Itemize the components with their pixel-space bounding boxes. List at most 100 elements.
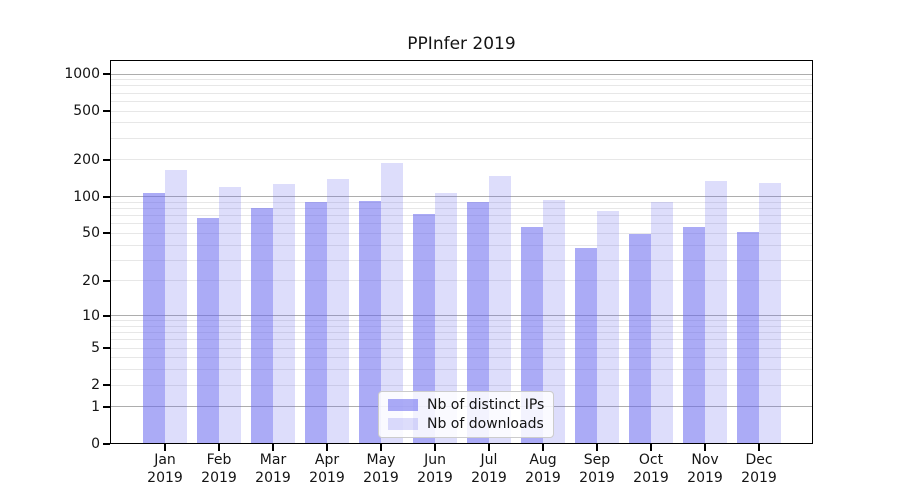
y-gridline-minor — [110, 347, 813, 349]
y-gridline-minor — [110, 332, 813, 334]
x-tick-label-year: 2019 — [579, 470, 615, 486]
y-gridline-minor — [110, 325, 813, 327]
x-tick-label-year: 2019 — [147, 470, 183, 486]
bar-downloads-apr — [327, 179, 349, 444]
x-tick-label-year: 2019 — [417, 470, 453, 486]
y-gridline-minor — [110, 259, 813, 261]
x-tick-label-month: Aug — [529, 452, 557, 468]
x-tick-label: Oct 2019 — [623, 451, 679, 487]
y-tick — [103, 158, 110, 161]
x-tick-label: Nov 2019 — [677, 451, 733, 487]
legend-label-distinct-ips: Nb of distinct IPs — [427, 397, 545, 413]
bar-downloads-aug — [543, 200, 565, 444]
y-gridline-minor — [110, 357, 813, 359]
legend-label-downloads: Nb of downloads — [427, 416, 544, 432]
x-tick — [380, 444, 382, 451]
x-tick — [758, 444, 760, 451]
x-tick — [326, 444, 328, 451]
y-gridline-minor — [110, 85, 813, 87]
y-tick — [103, 405, 110, 408]
legend-swatch-distinct-ips — [388, 399, 418, 411]
x-tick-label-month: Nov — [691, 452, 719, 468]
y-gridline-minor — [110, 215, 813, 217]
x-tick — [434, 444, 436, 451]
y-gridline-minor — [110, 92, 813, 94]
x-tick-label: Apr 2019 — [299, 451, 355, 487]
x-tick-label-month: Dec — [745, 452, 773, 468]
y-gridline-minor — [110, 280, 813, 282]
y-tick — [103, 110, 110, 113]
x-tick-label-month: Jul — [480, 452, 498, 468]
x-tick-label-month: Jun — [424, 452, 446, 468]
legend-swatch-downloads — [388, 418, 418, 430]
bar-distinct-ips-nov — [683, 227, 705, 444]
x-tick — [218, 444, 220, 451]
y-tick — [103, 195, 110, 198]
y-gridline-minor — [110, 137, 813, 139]
x-tick-label-year: 2019 — [741, 470, 777, 486]
y-tick-label: 20 — [82, 272, 100, 289]
y-tick-label: 2 — [91, 377, 100, 394]
bar-distinct-ips-aug — [521, 226, 543, 444]
y-tick — [103, 232, 110, 235]
x-tick-label-month: Mar — [259, 452, 287, 468]
bar-distinct-ips-jul — [467, 201, 489, 444]
bar-downloads-jan — [165, 170, 187, 444]
x-tick-label-month: Feb — [206, 452, 232, 468]
y-tick-label: 1 — [91, 398, 100, 415]
y-gridline-minor — [110, 384, 813, 386]
bar-downloads-jun — [435, 192, 457, 444]
y-gridline-minor — [110, 208, 813, 210]
y-gridline-minor — [110, 320, 813, 322]
y-gridline-minor — [110, 122, 813, 124]
bar-distinct-ips-jun — [413, 214, 435, 444]
y-gridline-minor — [110, 159, 813, 161]
legend: Nb of distinct IPs Nb of downloads — [378, 391, 555, 438]
y-gridline-minor — [110, 79, 813, 81]
y-gridline-major — [110, 73, 813, 75]
x-tick — [542, 444, 544, 451]
y-gridline-minor — [110, 110, 813, 112]
y-gridline-minor — [110, 369, 813, 371]
x-tick-label-year: 2019 — [363, 470, 399, 486]
x-tick — [596, 444, 598, 451]
y-tick — [103, 73, 110, 75]
bar-distinct-ips-mar — [251, 207, 273, 444]
bar-distinct-ips-jan — [143, 193, 165, 444]
y-tick — [103, 314, 110, 317]
x-tick — [164, 444, 166, 451]
x-tick-label-year: 2019 — [255, 470, 291, 486]
y-gridline-minor — [110, 339, 813, 341]
x-tick-label-year: 2019 — [525, 470, 561, 486]
legend-item-downloads: Nb of downloads — [388, 416, 544, 432]
x-tick — [272, 444, 274, 451]
y-gridline-minor — [110, 223, 813, 225]
y-tick — [103, 347, 110, 350]
x-tick-label: Aug 2019 — [515, 451, 571, 487]
x-tick-label-year: 2019 — [687, 470, 723, 486]
x-tick-label-month: Apr — [314, 452, 340, 468]
y-tick-label: 50 — [82, 225, 100, 242]
y-tick — [103, 443, 110, 445]
x-tick-label: Jun 2019 — [407, 451, 463, 487]
y-gridline-minor — [110, 100, 813, 102]
bar-distinct-ips-oct — [629, 234, 651, 444]
x-tick-label-month: Oct — [638, 452, 664, 468]
x-tick-label: Feb 2019 — [191, 451, 247, 487]
bar-distinct-ips-feb — [197, 218, 219, 444]
y-tick-label: 5 — [91, 340, 100, 357]
y-tick-label: 500 — [73, 103, 100, 120]
y-gridline-minor — [110, 244, 813, 246]
y-tick-label: 200 — [73, 151, 100, 168]
bar-downloads-sep — [597, 210, 619, 444]
bar-downloads-feb — [219, 187, 241, 444]
bar-distinct-ips-sep — [575, 247, 597, 444]
x-tick-label: Sep 2019 — [569, 451, 625, 487]
x-tick-label-year: 2019 — [471, 470, 507, 486]
x-tick-label: Jul 2019 — [461, 451, 517, 487]
y-gridline-major — [110, 196, 813, 198]
bar-downloads-mar — [273, 184, 295, 444]
y-tick — [103, 279, 110, 282]
x-tick — [650, 444, 652, 451]
x-tick-label: Dec 2019 — [731, 451, 787, 487]
